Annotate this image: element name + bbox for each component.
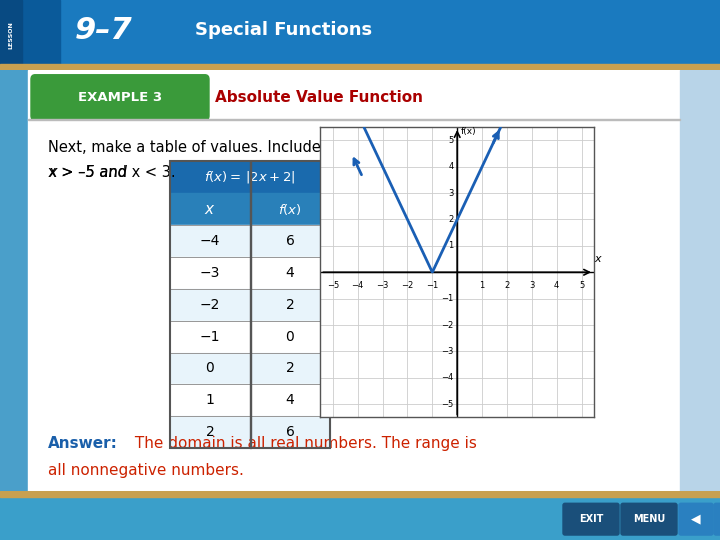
Text: 6: 6 <box>286 425 294 439</box>
Bar <box>0 491 720 497</box>
Text: −1: −1 <box>199 329 220 343</box>
Text: 5: 5 <box>579 281 584 291</box>
Text: ◀: ◀ <box>691 512 701 525</box>
FancyBboxPatch shape <box>621 503 677 535</box>
Bar <box>0 64 720 70</box>
Bar <box>250 225 330 257</box>
Text: −2: −2 <box>401 281 413 291</box>
Text: −3: −3 <box>377 281 389 291</box>
Text: 2: 2 <box>449 215 454 224</box>
Bar <box>170 161 330 193</box>
Text: 4: 4 <box>449 162 454 171</box>
Bar <box>250 384 330 416</box>
Text: 0: 0 <box>286 329 294 343</box>
Text: Next, make a table of values. Include values for: Next, make a table of values. Include va… <box>48 140 398 155</box>
Text: x > –5 and: x > –5 and <box>48 165 132 180</box>
Bar <box>250 193 330 225</box>
Bar <box>170 225 330 257</box>
Text: $f(x)$: $f(x)$ <box>278 201 302 217</box>
Text: $f(x)=\,|2x+2|$: $f(x)=\,|2x+2|$ <box>204 169 296 185</box>
Bar <box>170 353 250 384</box>
Bar <box>0 70 28 491</box>
FancyBboxPatch shape <box>563 503 619 535</box>
Bar <box>170 161 330 448</box>
Text: The domain is all real numbers. The range is: The domain is all real numbers. The rang… <box>130 436 477 451</box>
Text: −2: −2 <box>441 321 454 329</box>
Bar <box>170 321 330 353</box>
Text: 4: 4 <box>554 281 559 291</box>
Bar <box>28 119 680 120</box>
Bar <box>170 353 330 384</box>
Text: MENU: MENU <box>633 514 665 524</box>
Text: −4: −4 <box>200 234 220 248</box>
Text: 6: 6 <box>286 234 294 248</box>
Bar <box>170 257 330 289</box>
FancyBboxPatch shape <box>31 75 209 120</box>
Text: −5: −5 <box>441 400 454 409</box>
Text: 1: 1 <box>206 393 215 407</box>
Bar <box>170 289 250 321</box>
Bar <box>170 384 330 416</box>
Text: −3: −3 <box>441 347 454 356</box>
Text: −5: −5 <box>327 281 339 291</box>
Text: EXIT: EXIT <box>579 514 603 524</box>
Bar <box>250 321 330 353</box>
Text: LESSON: LESSON <box>9 21 14 49</box>
Text: Answer:: Answer: <box>48 436 118 451</box>
Text: 2: 2 <box>504 281 510 291</box>
Text: −2: −2 <box>200 298 220 312</box>
Text: EXAMPLE 3: EXAMPLE 3 <box>78 91 162 104</box>
Text: 5: 5 <box>449 136 454 145</box>
Bar <box>250 161 251 448</box>
Text: −4: −4 <box>441 373 454 382</box>
Bar <box>250 416 330 448</box>
Text: 9–7: 9–7 <box>75 16 132 45</box>
Text: 4: 4 <box>286 393 294 407</box>
Text: Special Functions: Special Functions <box>195 21 372 39</box>
Bar <box>680 70 720 491</box>
Text: 1: 1 <box>449 241 454 251</box>
Text: 2: 2 <box>206 425 215 439</box>
Text: 2: 2 <box>286 298 294 312</box>
Text: x > –5 and x < 3.: x > –5 and x < 3. <box>48 165 176 180</box>
Bar <box>250 257 330 289</box>
FancyBboxPatch shape <box>714 503 720 535</box>
Bar <box>170 225 250 257</box>
Bar <box>250 289 330 321</box>
Text: $x$: $x$ <box>204 201 216 217</box>
Text: 1: 1 <box>480 281 485 291</box>
Text: f(x): f(x) <box>461 127 477 136</box>
Text: x: x <box>594 254 600 265</box>
Bar <box>170 416 330 448</box>
Text: all nonnegative numbers.: all nonnegative numbers. <box>48 463 244 478</box>
Bar <box>170 257 250 289</box>
Text: 3: 3 <box>529 281 534 291</box>
Bar <box>170 384 250 416</box>
Text: −4: −4 <box>351 281 364 291</box>
Text: 2: 2 <box>286 361 294 375</box>
Text: Absolute Value Function: Absolute Value Function <box>215 90 423 105</box>
Bar <box>170 416 250 448</box>
Bar <box>0 0 22 70</box>
Bar <box>250 353 330 384</box>
Bar <box>170 289 330 321</box>
Bar <box>170 193 250 225</box>
Text: 0: 0 <box>206 361 215 375</box>
Text: 3: 3 <box>448 188 454 198</box>
Text: −3: −3 <box>200 266 220 280</box>
Bar <box>0 70 28 491</box>
Text: −1: −1 <box>426 281 438 291</box>
FancyBboxPatch shape <box>679 503 713 535</box>
Bar <box>170 321 250 353</box>
Bar <box>0 0 60 70</box>
Text: −1: −1 <box>441 294 454 303</box>
Text: 4: 4 <box>286 266 294 280</box>
